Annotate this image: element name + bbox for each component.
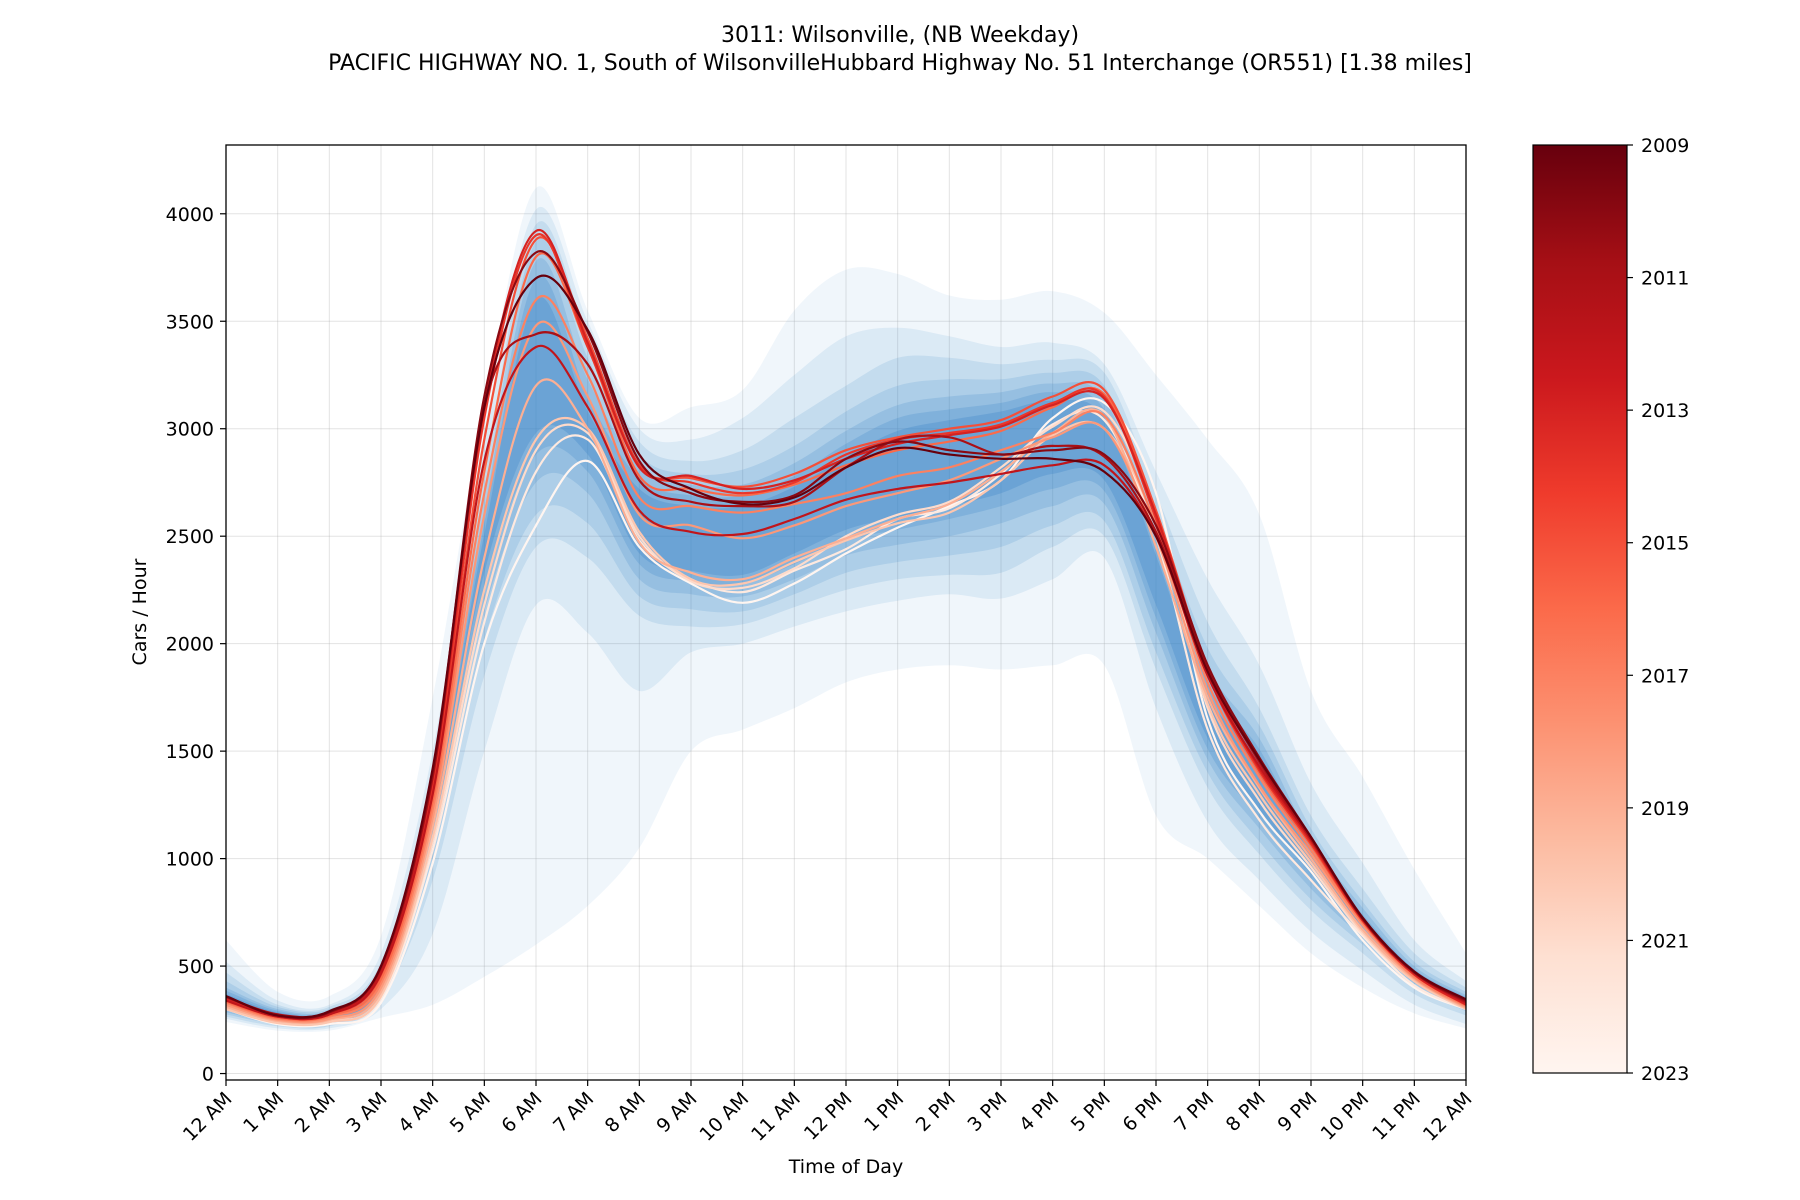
quantile-band — [226, 206, 1466, 1031]
x-tick-label: 5 AM — [446, 1088, 495, 1137]
x-tick-label: 11 AM — [747, 1088, 805, 1146]
colorbar-tick-label: 2017 — [1641, 665, 1689, 687]
colorbar-tick-label: 2011 — [1641, 268, 1689, 290]
series-line-2012 — [226, 416, 1466, 1027]
colorbar-tick-label: 2023 — [1641, 1063, 1689, 1085]
y-tick-label: 3000 — [166, 419, 214, 441]
colorbar-tick-label: 2019 — [1641, 798, 1689, 820]
x-tick-label: 1 AM — [239, 1088, 288, 1137]
chart-subtitle: PACIFIC HIGHWAY NO. 1, South of Wilsonvi… — [328, 51, 1472, 76]
x-tick-label: 4 AM — [394, 1088, 443, 1137]
y-tick-label: 1000 — [166, 849, 214, 871]
y-tick-label: 0 — [202, 1064, 214, 1086]
x-tick-label: 6 PM — [1118, 1088, 1166, 1136]
x-tick-label: 12 AM — [179, 1088, 237, 1146]
x-tick-label: 8 AM — [601, 1088, 650, 1137]
y-tick-label: 3500 — [166, 311, 214, 333]
x-tick-label: 11 PM — [1368, 1088, 1425, 1145]
colorbar-tick-label: 2009 — [1641, 135, 1689, 157]
series-line-2018 — [226, 233, 1466, 1021]
y-axis-ticks: 0 500 1000 1500 2000 2500 3000 3500 4000 — [166, 204, 226, 1086]
chart-title: 3011: Wilsonville, (NB Weekday) — [721, 23, 1079, 48]
x-axis-ticks: 12 AM 1 AM 2 AM 3 AM 4 AM 5 AM 6 AM 7 AM 8 AM 9 A… — [179, 1080, 1477, 1146]
colorbar-tick-label: 2013 — [1641, 400, 1689, 422]
series-line-2010 — [226, 409, 1466, 1025]
x-tick-label: 3 PM — [963, 1088, 1011, 1136]
yearly-series-lines — [226, 229, 1466, 1028]
x-tick-label: 7 PM — [1170, 1088, 1218, 1136]
x-tick-label: 10 PM — [1317, 1088, 1374, 1145]
x-tick-label: 7 AM — [549, 1088, 598, 1137]
series-line-2013 — [226, 378, 1466, 1025]
x-tick-label: 12 AM — [1419, 1088, 1477, 1146]
x-tick-label: 5 PM — [1067, 1088, 1115, 1136]
x-tick-label: 6 AM — [497, 1088, 546, 1137]
y-tick-label: 2500 — [166, 526, 214, 548]
y-tick-label: 500 — [178, 956, 214, 978]
series-line-2015 — [226, 295, 1466, 1022]
x-tick-label: 2 PM — [912, 1088, 960, 1136]
x-tick-label: 2 AM — [291, 1088, 340, 1137]
quantile-band — [226, 238, 1466, 1028]
x-tick-label: 10 AM — [696, 1088, 754, 1146]
series-line-2009 — [226, 397, 1466, 1028]
series-line-2023 — [226, 274, 1466, 1019]
y-tick-label: 2000 — [166, 634, 214, 656]
x-tick-label: 12 PM — [800, 1088, 857, 1145]
colorbar-tick-label: 2021 — [1641, 930, 1689, 952]
series-line-2014 — [226, 320, 1466, 1024]
x-tick-label: 8 PM — [1222, 1088, 1270, 1136]
x-tick-label: 1 PM — [860, 1088, 908, 1136]
x-axis-label: Time of Day — [788, 1156, 903, 1178]
x-tick-label: 4 PM — [1015, 1088, 1063, 1136]
colorbar-ticks: 2009 2011 2013 2015 2017 2019 2021 2023 — [1627, 135, 1689, 1085]
y-tick-label: 4000 — [166, 204, 214, 226]
x-tick-label: 3 AM — [342, 1088, 391, 1137]
y-tick-label: 1500 — [166, 741, 214, 763]
quantile-band — [226, 221, 1466, 1029]
colorbar-tick-label: 2015 — [1641, 533, 1689, 555]
x-tick-label: 9 PM — [1273, 1088, 1321, 1136]
year-colorbar — [1532, 144, 1628, 1074]
y-axis-label: Cars / Hour — [129, 558, 151, 665]
quantile-band — [226, 186, 1466, 1032]
series-line-2020 — [226, 344, 1466, 1021]
x-tick-label: 9 AM — [652, 1088, 701, 1137]
